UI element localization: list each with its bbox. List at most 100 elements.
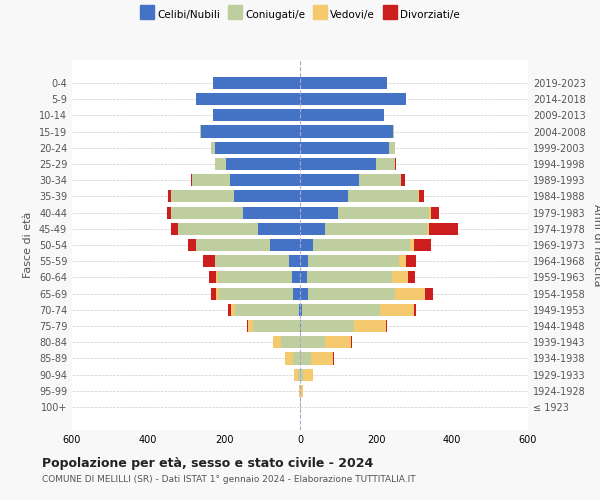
Bar [300, 222, 325, 235]
Bar [300, 77, 388, 89]
Bar [302, 304, 380, 316]
Bar [338, 206, 429, 218]
Bar [294, 368, 298, 381]
Bar [308, 288, 395, 300]
Bar [300, 239, 313, 251]
Bar [300, 352, 311, 364]
Bar [269, 239, 300, 251]
Bar [212, 109, 300, 122]
Bar [307, 272, 392, 283]
Bar [300, 126, 393, 138]
Bar [196, 239, 269, 251]
Bar [300, 190, 347, 202]
Bar [171, 222, 178, 235]
Bar [203, 255, 215, 268]
Bar [407, 272, 415, 283]
Text: Popolazione per età, sesso e stato civile - 2024: Popolazione per età, sesso e stato civil… [42, 458, 373, 470]
Bar [281, 336, 300, 348]
Bar [215, 158, 226, 170]
Bar [392, 272, 407, 283]
Bar [211, 142, 215, 154]
Bar [218, 272, 292, 283]
Bar [258, 222, 300, 235]
Bar [427, 222, 429, 235]
Bar [211, 288, 216, 300]
Bar [406, 255, 416, 268]
Bar [300, 320, 301, 332]
Bar [300, 255, 308, 268]
Text: COMUNE DI MELILLI (SR) - Dati ISTAT 1° gennaio 2024 - Elaborazione TUTTITALIA.IT: COMUNE DI MELILLI (SR) - Dati ISTAT 1° g… [42, 475, 416, 484]
Bar [300, 385, 303, 397]
Bar [191, 174, 192, 186]
Bar [300, 304, 302, 316]
Bar [171, 206, 243, 218]
Bar [300, 368, 303, 381]
Bar [429, 222, 458, 235]
Bar [274, 336, 281, 348]
Bar [354, 320, 386, 332]
Bar [395, 288, 425, 300]
Bar [418, 190, 419, 202]
Bar [248, 320, 253, 332]
Bar [219, 288, 293, 300]
Bar [215, 142, 300, 154]
Y-axis label: Fasce di età: Fasce di età [23, 212, 33, 278]
Bar [188, 239, 196, 251]
Bar [308, 255, 399, 268]
Bar [303, 368, 313, 381]
Bar [359, 174, 401, 186]
Bar [386, 320, 387, 332]
Bar [300, 288, 308, 300]
Bar [395, 158, 396, 170]
Bar [300, 158, 376, 170]
Bar [201, 126, 300, 138]
Bar [215, 255, 289, 268]
Legend: Celibi/Nubili, Coniugati/e, Vedovi/e, Divorziati/e: Celibi/Nubili, Coniugati/e, Vedovi/e, Di… [136, 5, 464, 24]
Bar [292, 272, 300, 283]
Bar [168, 190, 171, 202]
Bar [216, 288, 219, 300]
Bar [231, 304, 235, 316]
Bar [414, 304, 416, 316]
Bar [301, 320, 354, 332]
Bar [399, 255, 406, 268]
Bar [300, 272, 307, 283]
Bar [300, 142, 389, 154]
Bar [300, 336, 325, 348]
Bar [419, 190, 424, 202]
Bar [289, 255, 300, 268]
Bar [300, 109, 383, 122]
Bar [380, 304, 414, 316]
Bar [247, 320, 248, 332]
Bar [389, 142, 395, 154]
Bar [285, 352, 293, 364]
Y-axis label: Anni di nascita: Anni di nascita [592, 204, 600, 286]
Bar [212, 77, 300, 89]
Bar [178, 222, 258, 235]
Bar [253, 320, 300, 332]
Bar [243, 206, 300, 218]
Bar [226, 158, 300, 170]
Bar [300, 174, 359, 186]
Bar [196, 93, 300, 105]
Bar [414, 239, 431, 251]
Bar [376, 158, 395, 170]
Bar [313, 239, 410, 251]
Bar [272, 336, 274, 348]
Bar [425, 288, 433, 300]
Bar [300, 401, 301, 413]
Bar [311, 352, 334, 364]
Bar [347, 190, 418, 202]
Bar [233, 190, 300, 202]
Bar [299, 304, 300, 316]
Bar [325, 222, 427, 235]
Bar [235, 304, 299, 316]
Bar [217, 272, 218, 283]
Bar [171, 190, 233, 202]
Bar [293, 288, 300, 300]
Bar [230, 174, 300, 186]
Bar [167, 206, 171, 218]
Bar [209, 272, 217, 283]
Bar [401, 174, 405, 186]
Bar [431, 206, 439, 218]
